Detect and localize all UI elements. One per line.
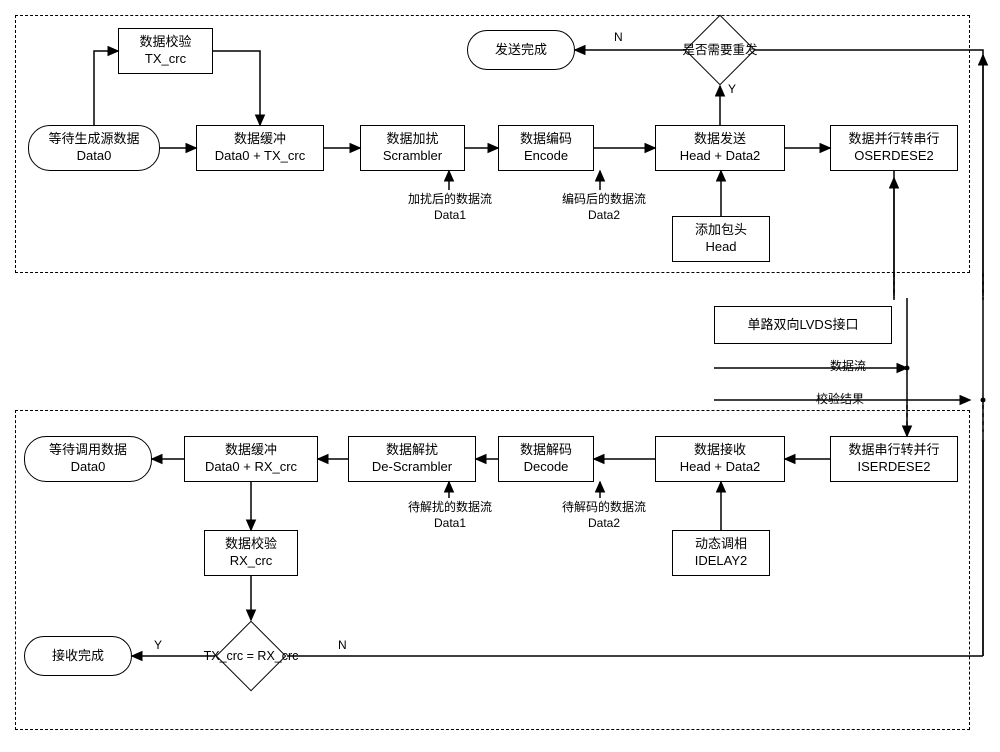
label: 数据解扰 bbox=[386, 442, 438, 459]
tx-crc: 数据校验 TX_crc bbox=[118, 28, 213, 74]
label: 数据接收 bbox=[694, 442, 746, 459]
encode: 数据编码 Encode bbox=[498, 125, 594, 171]
label: 数据校验 bbox=[139, 34, 191, 51]
wait-use-data: 等待调用数据 Data0 bbox=[24, 436, 152, 482]
tx-send: 数据发送 Head + Data2 bbox=[655, 125, 785, 171]
lvds-interface: 单路双向LVDS接口 bbox=[714, 306, 892, 344]
label: Data1 bbox=[434, 516, 466, 530]
label: 添加包头 bbox=[695, 222, 747, 239]
label: 数据并行转串行 bbox=[848, 131, 939, 148]
y-label-top: Y bbox=[728, 82, 736, 98]
data1-tx-label: 加扰后的数据流 Data1 bbox=[408, 192, 492, 223]
label: Data0 + TX_crc bbox=[215, 148, 305, 165]
rx-crc: 数据校验 RX_crc bbox=[204, 530, 298, 576]
y-label-bot: Y bbox=[154, 638, 162, 654]
label: 发送完成 bbox=[495, 42, 547, 59]
iserdese2: 数据串行转并行 ISERDESE2 bbox=[830, 436, 958, 482]
label: Decode bbox=[524, 459, 569, 476]
label: 数据串行转并行 bbox=[848, 442, 939, 459]
label: Data1 bbox=[434, 208, 466, 222]
label: ISERDESE2 bbox=[858, 459, 931, 476]
label: Data0 + RX_crc bbox=[205, 459, 297, 476]
label: 单路双向LVDS接口 bbox=[748, 317, 859, 334]
crc-eq-diamond-text: TX_crc = RX_crc bbox=[196, 648, 306, 664]
decode: 数据解码 Decode bbox=[498, 436, 594, 482]
label: Scrambler bbox=[383, 148, 442, 165]
checkres-label: 校验结果 bbox=[816, 392, 864, 408]
label: Data2 bbox=[588, 208, 620, 222]
label: 数据缓冲 bbox=[225, 442, 277, 459]
tx-buffer: 数据缓冲 Data0 + TX_crc bbox=[196, 125, 324, 171]
label: 等待生成源数据 bbox=[48, 131, 139, 148]
label: Head + Data2 bbox=[680, 148, 761, 165]
label: Data0 bbox=[77, 148, 112, 165]
label: Encode bbox=[524, 148, 568, 165]
resend-diamond-text: 是否需要重发 bbox=[658, 42, 782, 58]
dataflow-label: 数据流 bbox=[830, 359, 866, 375]
label: De-Scrambler bbox=[372, 459, 452, 476]
label: 加扰后的数据流 bbox=[408, 192, 492, 206]
label: 数据解码 bbox=[520, 442, 572, 459]
label: 编码后的数据流 bbox=[562, 192, 646, 206]
oserdese2: 数据并行转串行 OSERDESE2 bbox=[830, 125, 958, 171]
label: 待解码的数据流 bbox=[562, 500, 646, 514]
tx-head: 添加包头 Head bbox=[672, 216, 770, 262]
recv-complete: 接收完成 bbox=[24, 636, 132, 676]
label: Head bbox=[705, 239, 736, 256]
descrambler: 数据解扰 De-Scrambler bbox=[348, 436, 476, 482]
rx-recv: 数据接收 Head + Data2 bbox=[655, 436, 785, 482]
wait-source-data: 等待生成源数据 Data0 bbox=[28, 125, 160, 171]
rx-region bbox=[15, 410, 970, 730]
label: 待解扰的数据流 bbox=[408, 500, 492, 514]
label: TX_crc bbox=[145, 51, 186, 68]
scrambler: 数据加扰 Scrambler bbox=[360, 125, 465, 171]
label: 动态调相 bbox=[695, 536, 747, 553]
label: Data0 bbox=[71, 459, 106, 476]
label: RX_crc bbox=[230, 553, 273, 570]
label: 接收完成 bbox=[52, 648, 104, 665]
send-complete: 发送完成 bbox=[467, 30, 575, 70]
data1-rx-label: 待解扰的数据流 Data1 bbox=[408, 500, 492, 531]
n-label-top: N bbox=[614, 30, 623, 46]
label: 数据校验 bbox=[225, 536, 277, 553]
rx-buffer: 数据缓冲 Data0 + RX_crc bbox=[184, 436, 318, 482]
label: IDELAY2 bbox=[695, 553, 748, 570]
label: 数据缓冲 bbox=[234, 131, 286, 148]
label: 数据发送 bbox=[694, 131, 746, 148]
data2-tx-label: 编码后的数据流 Data2 bbox=[562, 192, 646, 223]
label: Head + Data2 bbox=[680, 459, 761, 476]
label: 数据编码 bbox=[520, 131, 572, 148]
data2-rx-label: 待解码的数据流 Data2 bbox=[562, 500, 646, 531]
label: OSERDESE2 bbox=[854, 148, 933, 165]
n-label-bot: N bbox=[338, 638, 347, 654]
label: Data2 bbox=[588, 516, 620, 530]
label: 等待调用数据 bbox=[49, 442, 127, 459]
label: 数据加扰 bbox=[386, 131, 438, 148]
idelay2: 动态调相 IDELAY2 bbox=[672, 530, 770, 576]
